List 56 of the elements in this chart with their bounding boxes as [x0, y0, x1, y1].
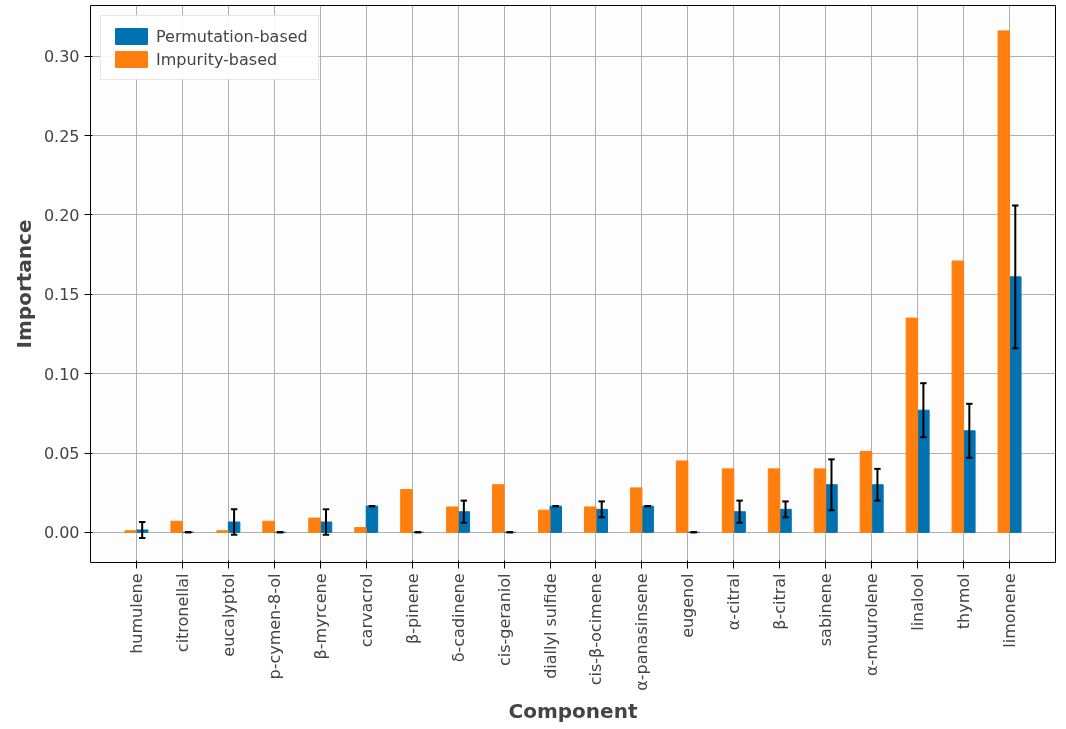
x-tick-label: α-muurolene [862, 573, 882, 676]
x-tick-label: β-pinene [402, 573, 422, 645]
y-tick-label: 0.25 [43, 126, 80, 146]
bar [951, 260, 965, 533]
bar [170, 520, 183, 533]
bar [675, 460, 689, 533]
x-tick-label: humulene [126, 573, 146, 654]
bar [629, 487, 643, 533]
bar [538, 509, 551, 533]
x-tick-label: citronellal [172, 573, 192, 653]
x-tick-label: δ-cadinene [448, 573, 468, 663]
x-tick-label: diallyl sulfide [540, 573, 560, 679]
x-tick-label: thymol [954, 573, 974, 630]
x-tick-label: α-citral [724, 573, 744, 631]
bar [859, 450, 873, 533]
bar [365, 505, 379, 533]
x-tick-label: linalool [908, 573, 928, 631]
y-axis-title: Importance [11, 219, 36, 349]
bar [813, 468, 827, 533]
bar [917, 409, 930, 533]
bar [905, 317, 919, 533]
bar [446, 506, 459, 533]
bar [262, 520, 275, 533]
x-tick-label: β-myrcene [310, 573, 330, 660]
x-tick-label: cis-β-ocimene [586, 573, 606, 686]
bar [400, 489, 413, 533]
bar [767, 468, 781, 533]
x-tick-label: β-citral [770, 573, 790, 630]
x-axis-title: Component [508, 698, 638, 723]
x-tick-label: carvacrol [356, 573, 376, 648]
bar [997, 30, 1011, 533]
x-tick-label: limonene [1000, 573, 1020, 648]
y-tick-label: 0.20 [43, 205, 80, 225]
bar [308, 517, 321, 533]
bar [641, 505, 654, 533]
x-tick-label: eugenol [678, 573, 698, 638]
y-tick-label: 0.05 [43, 444, 80, 463]
bar [721, 468, 735, 533]
y-tick-label: 0.00 [43, 523, 80, 543]
bar [492, 484, 505, 533]
bar [963, 430, 976, 533]
bar [1009, 276, 1022, 533]
bar [583, 506, 597, 533]
x-tick-label: sabinene [816, 573, 836, 647]
y-tick-label: 0.30 [43, 47, 80, 67]
x-tick-label: α-panasinsene [632, 573, 652, 691]
x-tick-label: eucalyptol [218, 573, 238, 657]
bar [871, 484, 884, 533]
legend-label: Permutation-based [156, 26, 308, 46]
y-tick-label: 0.10 [43, 364, 80, 384]
y-tick-label: 0.15 [43, 285, 80, 305]
legend-label: Impurity-based [156, 49, 278, 69]
x-tick-label: p-cymen-8-ol [264, 573, 284, 680]
bar [354, 527, 367, 533]
bar [549, 505, 563, 533]
x-tick-label: cis-geraniol [494, 573, 514, 667]
